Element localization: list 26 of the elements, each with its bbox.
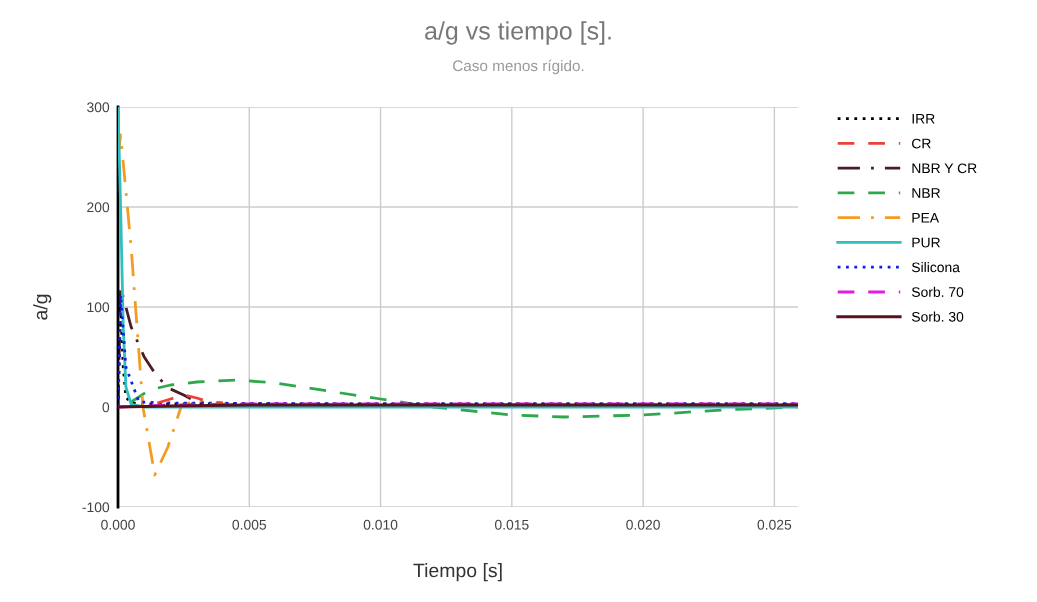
- legend-label: PEA: [912, 213, 940, 223]
- x-axis-title: Tiempo [s]: [413, 563, 502, 582]
- legend-label: NBR: [912, 188, 940, 198]
- line-series: [155, 393, 225, 405]
- x-tick-label: 0.000: [101, 519, 135, 530]
- y-axis-title: a/g: [33, 294, 52, 320]
- chart-subtitle: Caso menos rígido.: [453, 59, 584, 75]
- x-tick-label: 0.005: [232, 519, 267, 530]
- x-tick-label: 0.015: [494, 519, 529, 530]
- x-tick-label: 0.020: [626, 519, 660, 530]
- y-tick-label: 200: [87, 202, 110, 213]
- legend-label: NBR Y CR: [912, 163, 977, 174]
- x-tick-label: 0.010: [363, 519, 398, 530]
- legend-label: CR: [912, 138, 931, 149]
- line-series: [118, 107, 798, 409]
- legend-label: Sorb. 70: [911, 286, 964, 297]
- y-tick-label: 100: [87, 302, 110, 313]
- y-tick-label: -100: [82, 502, 110, 513]
- chart-title: a/g vs tiempo [s].: [425, 21, 611, 45]
- legend-label: IRR: [912, 114, 935, 124]
- legend-label: PUR: [912, 237, 940, 248]
- legend-label: Sorb. 30: [911, 311, 964, 322]
- x-tick-label: 0.025: [757, 519, 792, 530]
- y-tick-label: 0: [102, 402, 110, 413]
- legend-label: Silicona: [911, 262, 960, 273]
- y-tick-label: 300: [87, 102, 110, 113]
